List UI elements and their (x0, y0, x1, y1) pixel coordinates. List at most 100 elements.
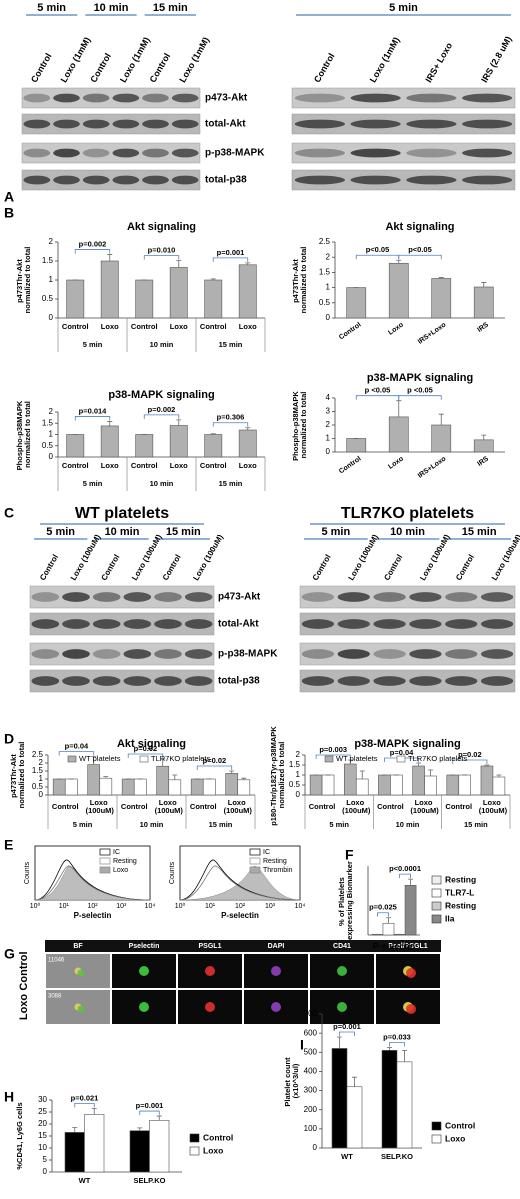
row-label: total-p38 (205, 175, 247, 186)
annotation: p=0.306 (217, 413, 245, 422)
annotation: p=0.014 (79, 406, 108, 415)
annotation: p=0.001 (217, 248, 245, 257)
blot-band (171, 175, 199, 185)
legend-swatch (431, 901, 442, 911)
blot-band (171, 119, 199, 129)
blot-background (29, 612, 215, 636)
legend-swatch (139, 755, 149, 763)
y-tick-label: 0 (49, 313, 54, 322)
group-label: 10 min (150, 479, 174, 488)
legend-swatch (99, 857, 111, 865)
bar (321, 774, 335, 796)
y-tick-label: 1.5 (289, 760, 301, 769)
blot-background (299, 585, 516, 609)
blot-band (445, 619, 478, 629)
x-axis-label: P-selectin (74, 911, 112, 920)
y-axis-label: Counts (169, 861, 176, 884)
bar (431, 424, 452, 453)
bar (99, 777, 113, 796)
chart-title: Akt signaling (117, 738, 186, 750)
x-tick-label: Control (377, 802, 404, 811)
flow-filled (179, 865, 301, 901)
y-tick-label: 0 (326, 313, 331, 322)
error-bar (91, 1108, 97, 1115)
legend-swatch (431, 888, 442, 898)
column-label: Psel/PSGL1 (388, 943, 427, 950)
group-label: 5 min (83, 340, 103, 349)
lane-label: Control (312, 51, 337, 84)
text-line: Loxo (159, 798, 179, 807)
lane-label: Control (38, 553, 60, 582)
bar (473, 286, 494, 319)
row-label: p473-Akt (205, 93, 248, 104)
error-bar (481, 434, 487, 440)
y-tick-label: 1 (39, 774, 44, 783)
x-tick-label: Control (338, 321, 362, 341)
y-tick-label: 2.5 (319, 237, 331, 246)
column-label: CD41 (333, 943, 351, 950)
y-tick-label: 1 (296, 770, 301, 779)
bar (381, 1050, 398, 1149)
x-tick-label: Control (445, 802, 472, 811)
group-label: 15 min (464, 820, 488, 829)
blot-band (409, 619, 442, 629)
blot-band (53, 175, 80, 185)
blot-band (82, 93, 110, 103)
blot-band (154, 649, 182, 659)
column-label: BF (73, 943, 83, 950)
significance-bracket (74, 249, 111, 254)
column-label: DAPI (268, 943, 285, 950)
blot-band (184, 649, 213, 659)
y-axis-label: Phospho-p38MAPK normalized to total (291, 389, 308, 461)
error-bar (172, 774, 178, 780)
y-tick-label: 1.5 (319, 268, 331, 277)
blot-band (445, 649, 478, 659)
blot-band (337, 592, 370, 602)
annotation: p=0.025 (369, 903, 397, 912)
text-line: normalized to total (23, 401, 32, 468)
y-tick-label: 30 (38, 1095, 47, 1104)
panel-label: E (4, 837, 13, 853)
significance-bracket (58, 751, 95, 756)
cell-signal (205, 966, 215, 976)
legend-label: Resting (445, 874, 476, 884)
bar (169, 267, 188, 319)
bar (396, 1061, 413, 1149)
blot-band (462, 93, 513, 103)
legend-label: Thrombin (263, 867, 293, 874)
x-tick-label: Control (131, 461, 158, 470)
bar (84, 1114, 105, 1173)
x-tick-label: Loxo (100uM) (410, 798, 439, 815)
blot-band (409, 676, 442, 686)
error-bar (359, 770, 365, 779)
event-id: 11046 (48, 958, 65, 964)
text-line: Loxo (415, 798, 435, 807)
error-bar (176, 419, 182, 426)
blot-band (294, 148, 345, 158)
bar (135, 279, 154, 319)
blot-band (406, 175, 457, 185)
x-tick-label: 10³ (265, 903, 276, 910)
x-tick-label: 10³ (116, 903, 127, 910)
error-bar (481, 282, 487, 287)
blot-band (406, 119, 457, 129)
error-bar (408, 878, 414, 886)
cell-signal (139, 1002, 149, 1012)
y-axis-label: Counts (24, 861, 31, 884)
panel-label: G (4, 946, 15, 962)
annotation: p=0.002 (79, 240, 107, 249)
legend-swatch (189, 1146, 200, 1156)
row-label: total-p38 (218, 676, 260, 687)
lane-label: Loxo (100uM) (130, 533, 164, 582)
blot-band (112, 119, 140, 129)
row-label: p-p38-MAPK (218, 649, 278, 660)
annotation: p=0.010 (148, 246, 176, 255)
blot-band (171, 93, 199, 103)
blot-band (337, 649, 370, 659)
blot-band (23, 148, 51, 158)
annotation: p=0.04 (390, 748, 414, 757)
error-bar (402, 1049, 407, 1062)
legend-swatch (249, 857, 261, 865)
y-tick-label: 2 (326, 252, 331, 261)
blot-band (445, 676, 478, 686)
